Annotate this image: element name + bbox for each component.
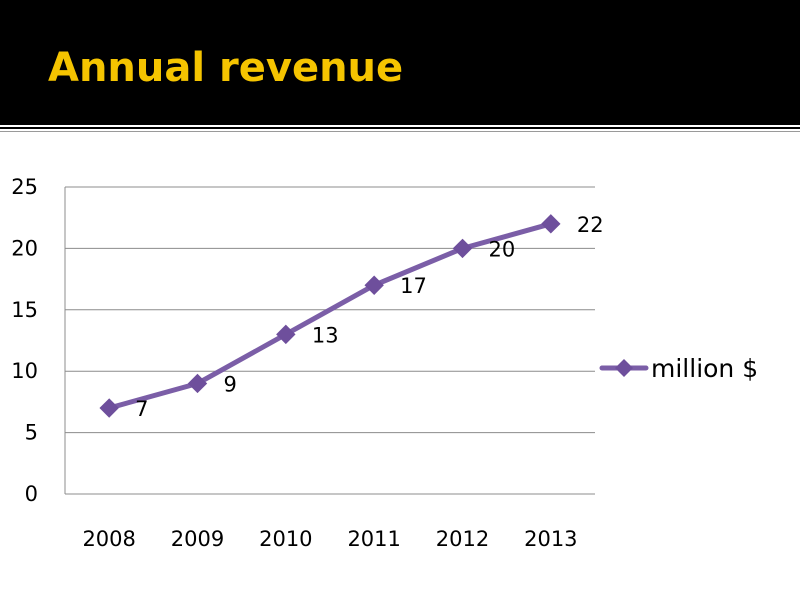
- x-tick-label: 2010: [259, 527, 312, 551]
- x-tick-label: 2008: [82, 527, 135, 551]
- data-label: 17: [400, 274, 427, 298]
- data-point-marker: [187, 373, 208, 394]
- data-point-marker: [541, 214, 561, 234]
- legend: million $: [599, 354, 758, 383]
- y-tick-label: 0: [25, 482, 38, 506]
- title-divider: [0, 127, 800, 129]
- x-tick-label: 2011: [347, 527, 400, 551]
- x-tick-label: 2013: [524, 527, 577, 551]
- data-point-marker: [99, 398, 119, 418]
- data-label: 22: [577, 213, 604, 237]
- data-point-marker: [452, 238, 473, 259]
- data-point-marker: [364, 275, 384, 295]
- series-line: [106, 221, 554, 411]
- y-tick-label: 15: [11, 298, 38, 322]
- data-label: 9: [224, 372, 237, 396]
- y-tick-label: 5: [25, 421, 38, 445]
- x-tick-label: 2012: [436, 527, 489, 551]
- y-tick-label: 25: [11, 175, 38, 199]
- x-tick-label: 2009: [171, 527, 224, 551]
- legend-marker: [615, 359, 633, 377]
- series-million: [99, 214, 561, 418]
- title-divider-thin: [0, 131, 800, 132]
- data-point-marker: [276, 324, 296, 345]
- data-label: 20: [489, 237, 516, 261]
- slide-title: Annual revenue: [48, 45, 404, 91]
- y-tick-label: 10: [11, 359, 38, 383]
- data-labels: 7 9 13 17 20 22: [135, 213, 603, 421]
- legend-label: million $: [651, 354, 758, 383]
- data-label: 7: [135, 397, 148, 421]
- y-tick-label: 20: [11, 236, 38, 260]
- title-bar: Annual revenue: [0, 0, 800, 125]
- data-label: 13: [312, 323, 339, 347]
